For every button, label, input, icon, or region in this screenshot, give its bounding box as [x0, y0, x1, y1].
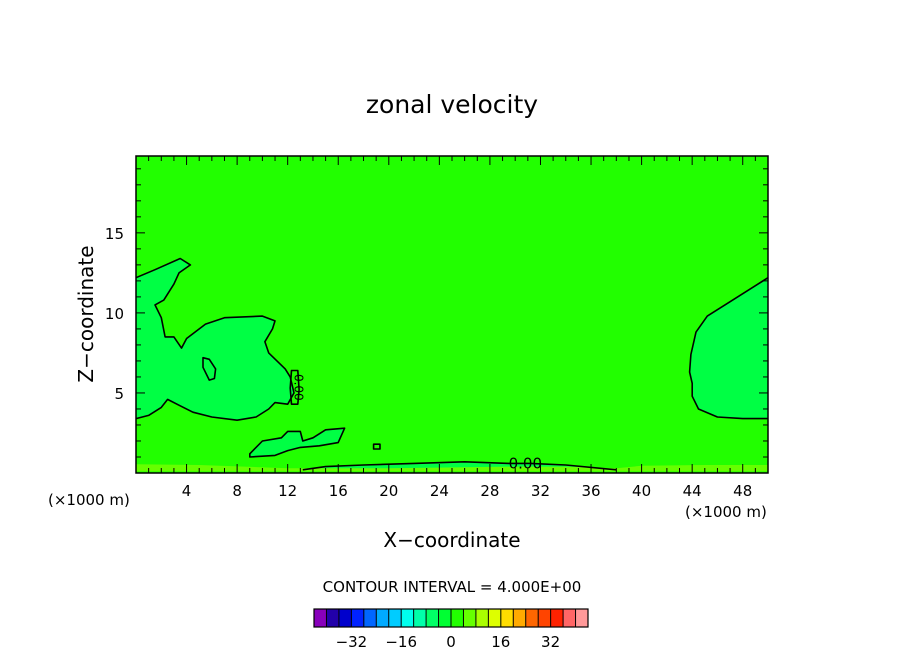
- colorbar: [313, 608, 589, 628]
- colorbar-tick-label: 32: [541, 633, 560, 651]
- y-tick-label: 15: [105, 225, 124, 243]
- x-tick-label: 20: [379, 482, 398, 500]
- colorbar-swatch: [363, 609, 377, 627]
- y-tick-label: 5: [114, 385, 124, 403]
- x-units-right: (×1000 m): [685, 503, 767, 521]
- colorbar-swatch: [351, 609, 365, 627]
- plot-background: [136, 156, 768, 473]
- colorbar-swatch: [475, 609, 489, 627]
- x-tick-label: 48: [733, 482, 752, 500]
- contour-label-vertical: 0.00: [292, 374, 306, 401]
- x-tick-label: 16: [329, 482, 348, 500]
- x-tick-label: 12: [278, 482, 297, 500]
- y-tick-label: 10: [105, 305, 124, 323]
- x-tick-label: 8: [232, 482, 242, 500]
- east-region: [689, 277, 768, 419]
- colorbar-swatch: [525, 609, 539, 627]
- x-tick-label: 32: [531, 482, 550, 500]
- colorbar-swatch: [500, 609, 514, 627]
- x-tick-labels: 4 8 12 16 20 24 28 32 36 40 44 48: [182, 482, 752, 500]
- contour-east: [688, 277, 769, 420]
- x-units-left: (×1000 m): [48, 491, 130, 509]
- bottom-strip-region: [249, 428, 345, 457]
- x-tick-label: 24: [430, 482, 449, 500]
- colorbar-swatch: [550, 609, 564, 627]
- colorbar-tick-label: −32: [336, 633, 368, 651]
- colorbar-tick-label: 0: [446, 633, 456, 651]
- colorbar-swatch: [538, 609, 551, 627]
- x-tick-label: 44: [683, 482, 702, 500]
- x-tick-label: 36: [581, 482, 600, 500]
- colorbar-swatch: [338, 609, 352, 627]
- colorbar-tick-label: −16: [385, 633, 417, 651]
- colorbar-swatch: [401, 609, 414, 627]
- colorbar-swatch: [438, 609, 452, 627]
- plot-area: 0.00 0.00: [135, 155, 769, 474]
- colorbar-swatch: [575, 609, 589, 627]
- x-tick-label: 40: [632, 482, 651, 500]
- colorbar-tick-labels: −32 −16 0 16 32: [336, 633, 561, 651]
- y-axis-label: Z−coordinate: [74, 245, 98, 382]
- colorbar-swatch: [451, 609, 464, 627]
- colorbar-swatch: [563, 609, 576, 627]
- colorbar-swatch: [426, 609, 439, 627]
- x-tick-label: 28: [480, 482, 499, 500]
- x-tick-label: 4: [182, 482, 192, 500]
- contour-label-loop: [289, 369, 300, 405]
- contour-interval-text: CONTOUR INTERVAL = 4.000E+00: [323, 578, 582, 596]
- chart-title: zonal velocity: [366, 90, 538, 119]
- contour-loop: [202, 356, 217, 381]
- colorbar-swatch: [413, 609, 427, 627]
- contour-bottom-strip: [249, 427, 346, 458]
- colorbar-tick-label: 16: [491, 633, 510, 651]
- colorbar-swatch: [376, 609, 390, 627]
- colorbar-swatch: [463, 609, 477, 627]
- colorbar-swatch: [314, 609, 327, 627]
- axis-ticks: [136, 156, 768, 473]
- x-axis-label: X−coordinate: [383, 528, 520, 552]
- colorbar-swatch: [388, 609, 402, 627]
- contour-label: 0.00: [509, 454, 542, 472]
- contour-west: [135, 257, 295, 421]
- colorbar-swatch: [326, 609, 340, 627]
- colorbar-frame: [313, 608, 589, 628]
- colorbar-swatch: [488, 609, 502, 627]
- contour-small-mark: [372, 443, 381, 450]
- colorbar-swatch: [513, 609, 527, 627]
- y-tick-labels: 5 10 15: [105, 225, 124, 403]
- west-mid-region: [136, 258, 294, 421]
